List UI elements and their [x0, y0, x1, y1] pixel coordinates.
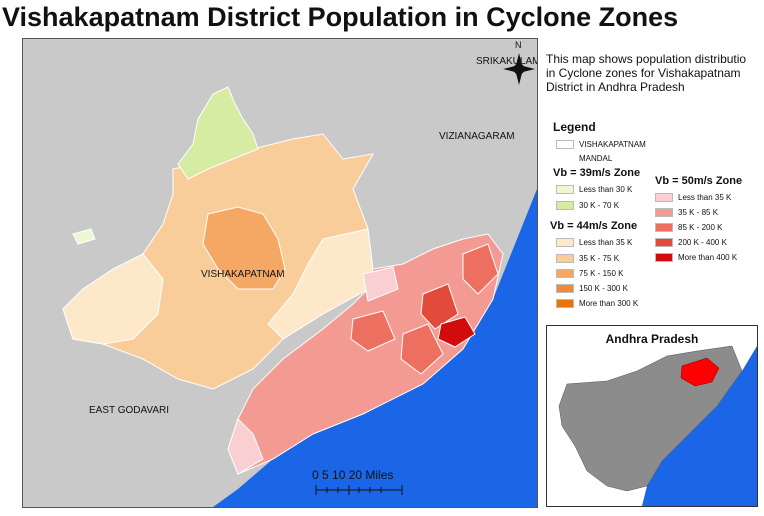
inset-map[interactable]: Andhra Pradesh [546, 325, 758, 507]
legend-item: More than 400 K [655, 252, 737, 263]
north-arrow [503, 53, 535, 85]
legend-item-label: Less than 35 K [579, 238, 633, 247]
legend-item: 35 K - 85 K [655, 207, 718, 218]
legend-item: 30 K - 70 K [556, 200, 619, 211]
map-canvas [23, 39, 537, 507]
mandal-west [62, 253, 164, 345]
legend-swatch [556, 201, 574, 211]
north-label: N [515, 40, 522, 50]
inset-canvas [558, 345, 757, 506]
legend-swatch [556, 185, 574, 195]
legend-item: 75 K - 150 K [556, 268, 623, 279]
label-vizianagaram: VIZIANAGARAM [439, 131, 515, 142]
page-title: Vishakapatnam District Population in Cyc… [2, 2, 679, 32]
inset-title: Andhra Pradesh [605, 332, 699, 346]
legend-item-label: Less than 30 K [579, 185, 633, 194]
legend-zone44-title: Vb = 44m/s Zone [550, 220, 638, 232]
legend-swatch [556, 284, 574, 294]
legend-item: More than 300 K [556, 298, 638, 309]
legend-item-label: 150 K - 300 K [579, 284, 628, 293]
mandal-north-green [177, 86, 259, 180]
legend-zone50-title: Vb = 50m/s Zone [655, 175, 743, 187]
legend-zone39-title: Vb = 39m/s Zone [553, 167, 641, 179]
legend-outline-item: VISHAKAPATNAM [556, 139, 646, 150]
legend-title: Legend [553, 120, 596, 134]
scale-ticks [315, 485, 403, 495]
coastal-dark-1 [420, 283, 459, 330]
scale-bar: 0 5 10 20 Miles [294, 468, 464, 500]
coastal-mid-2 [400, 323, 444, 375]
coastal-pale-1 [227, 418, 264, 475]
legend-item-label: More than 400 K [678, 253, 738, 262]
legend-item-label: 35 K - 85 K [678, 208, 719, 217]
coastal-pale-2 [362, 266, 399, 302]
mandal-west-green [72, 228, 96, 245]
label-srikakulam: SRIKAKULAM [476, 56, 538, 67]
legend-swatch [556, 269, 574, 279]
legend-item: 150 K - 300 K [556, 283, 628, 294]
legend-item-label: 200 K - 400 K [678, 238, 727, 247]
legend-item-label: Less than 35 K [678, 193, 732, 202]
legend-item-label: 30 K - 70 K [579, 201, 620, 210]
coastal-mid-3 [462, 243, 499, 295]
vishakapatnam-highlight [680, 357, 720, 387]
map-description: This map shows population distributio in… [546, 52, 762, 94]
coastal-darkest [437, 316, 476, 348]
label-east-godavari: EAST GODAVARI [89, 405, 170, 416]
main-map[interactable]: SRIKAKULAM VIZIANAGARAM VISHAKAPATNAM EA… [22, 38, 538, 508]
legend-swatch [655, 208, 673, 218]
legend-item: Less than 35 K [556, 237, 632, 248]
mandal-band [267, 228, 374, 340]
legend-swatch [655, 238, 673, 248]
legend-item: Less than 35 K [655, 192, 731, 203]
legend-item: 200 K - 400 K [655, 237, 727, 248]
legend-outline-sub: MANDAL [579, 154, 613, 163]
legend-swatch [655, 253, 673, 263]
description-line: District in Andhra Pradesh [546, 80, 685, 94]
label-vishakapatnam: VISHAKAPATNAM [201, 269, 285, 280]
legend-item-label: VISHAKAPATNAM [579, 140, 646, 149]
outline-swatch [556, 140, 574, 150]
legend-item: 85 K - 200 K [655, 222, 722, 233]
legend-item-label: 85 K - 200 K [678, 223, 723, 232]
legend-item-label: 35 K - 75 K [579, 254, 620, 263]
legend-swatch [556, 299, 574, 309]
legend-swatch [655, 223, 673, 233]
bay-of-bengal [213, 189, 537, 507]
description-line: in Cyclone zones for Vishakapatnam [546, 66, 741, 80]
legend-item-label: 75 K - 150 K [579, 269, 624, 278]
legend-item-label: More than 300 K [579, 299, 639, 308]
mandal-central [202, 206, 286, 290]
scale-label: 0 5 10 20 Miles [312, 468, 394, 482]
legend-swatch [556, 254, 574, 264]
legend-item: Less than 30 K [556, 184, 632, 195]
coastal-mid-1 [350, 310, 396, 352]
description-line: This map shows population distributio [546, 52, 747, 66]
legend-swatch [556, 238, 574, 248]
inset-sea [642, 346, 757, 506]
legend-item: 35 K - 75 K [556, 253, 619, 264]
legend-swatch [655, 193, 673, 203]
